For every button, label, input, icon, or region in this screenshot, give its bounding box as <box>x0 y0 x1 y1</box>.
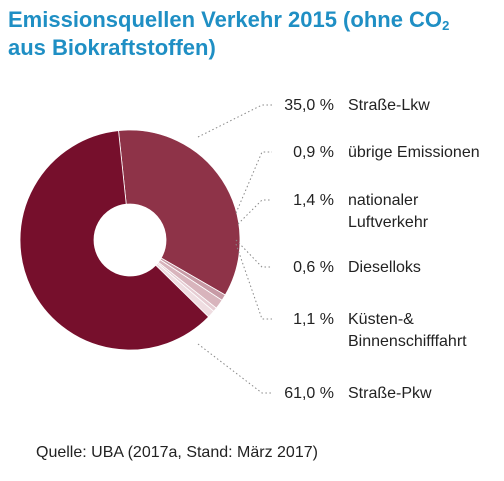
title-line-2: aus Biokraftstoffen) <box>8 35 216 60</box>
leader-line-strasse-pkw <box>197 343 272 394</box>
source-note: Quelle: UBA (2017a, Stand: März 2017) <box>36 444 318 461</box>
slice-strasse-pkw <box>19 130 210 351</box>
category-label-nationaler-luftverkehr: nationaler Luftverkehr <box>348 192 429 231</box>
co2-subscript: 2 <box>442 18 450 33</box>
leader-line-dieselloks <box>235 239 272 268</box>
category-label-strasse-lkw: Straße-Lkw <box>348 97 430 114</box>
value-label-uebrige-emissionen: 0,9 % <box>293 144 334 161</box>
value-label-strasse-pkw: 61,0 % <box>284 385 334 402</box>
leader-line-strasse-lkw <box>197 104 272 138</box>
title-line-1: Emissionsquellen Verkehr 2015 (ohne CO <box>8 7 443 32</box>
leader-line-kuesten-binnenschifffahrt <box>235 243 272 320</box>
value-label-nationaler-luftverkehr: 1,4 % <box>293 192 334 209</box>
category-label-dieselloks: Dieselloks <box>348 259 421 276</box>
value-label-dieselloks: 0,6 % <box>293 259 334 276</box>
leader-line-uebrige-emissionen <box>235 151 272 214</box>
slice-strasse-lkw <box>118 129 241 296</box>
category-label-kuesten-binnenschifffahrt: Küsten-& Binnenschifffahrt <box>348 311 467 350</box>
value-label-strasse-lkw: 35,0 % <box>284 97 334 114</box>
value-label-kuesten-binnenschifffahrt: 1,1 % <box>293 311 334 328</box>
category-label-strasse-pkw: Straße-Pkw <box>348 385 432 402</box>
chart-title: Emissionsquellen Verkehr 2015 (ohne CO2 … <box>8 6 498 62</box>
category-label-uebrige-emissionen: übrige Emissionen <box>348 144 480 161</box>
leader-line-nationaler-luftverkehr <box>237 199 272 225</box>
